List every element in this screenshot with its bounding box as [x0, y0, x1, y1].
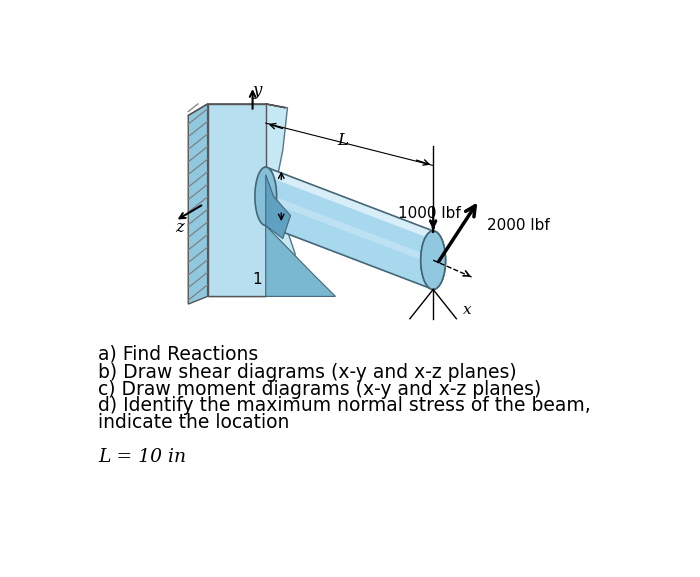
Text: x: x — [463, 302, 472, 317]
Polygon shape — [266, 167, 433, 239]
Text: 1000 lbf: 1000 lbf — [398, 205, 461, 220]
Text: d) Identify the maximum normal stress of the beam,: d) Identify the maximum normal stress of… — [98, 396, 591, 415]
Text: b) Draw shear diagrams (x-y and x-z planes): b) Draw shear diagrams (x-y and x-z plan… — [98, 362, 517, 381]
Polygon shape — [266, 167, 433, 290]
Text: 2000 lbf: 2000 lbf — [487, 218, 550, 233]
Polygon shape — [266, 226, 335, 297]
Ellipse shape — [255, 167, 276, 226]
Polygon shape — [188, 104, 208, 304]
Polygon shape — [208, 104, 266, 297]
Text: L: L — [337, 132, 348, 149]
Polygon shape — [266, 175, 290, 239]
Text: y: y — [253, 83, 262, 99]
Text: c) Draw moment diagrams (x-y and x-z planes): c) Draw moment diagrams (x-y and x-z pla… — [98, 380, 542, 399]
Text: indicate the location: indicate the location — [98, 414, 290, 432]
Text: L = 10 in: L = 10 in — [98, 448, 186, 466]
Polygon shape — [266, 104, 295, 297]
Text: a) Find Reactions: a) Find Reactions — [98, 345, 258, 364]
Text: 1 in dia.: 1 in dia. — [253, 272, 314, 287]
Text: z: z — [175, 219, 184, 235]
Polygon shape — [266, 193, 433, 265]
Polygon shape — [208, 104, 266, 297]
Ellipse shape — [421, 231, 446, 290]
Ellipse shape — [421, 231, 446, 290]
